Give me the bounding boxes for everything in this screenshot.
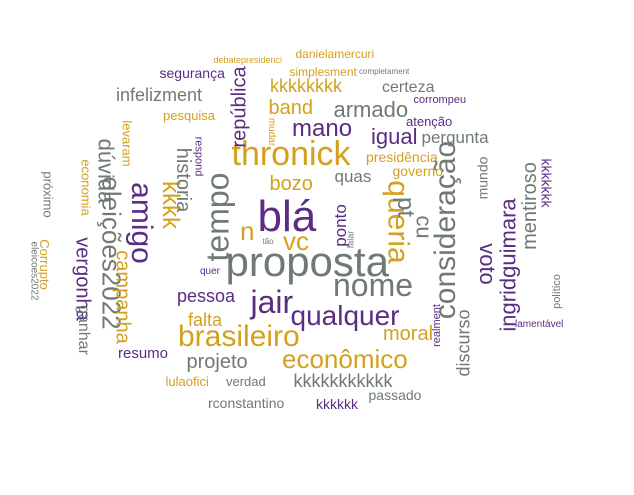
cloud-word: queria — [381, 180, 415, 264]
cloud-word: corrompeu — [413, 93, 467, 106]
cloud-word: jair — [250, 284, 294, 320]
cloud-word: falta — [188, 310, 223, 330]
cloud-word: completament — [359, 67, 410, 76]
cloud-word: econômico — [282, 344, 408, 374]
cloud-word: cu — [411, 215, 437, 239]
cloud-word: levaram — [119, 119, 135, 167]
cloud-word: certeza — [382, 79, 435, 96]
cloud-word: dúvida — [92, 138, 118, 204]
cloud-word: pergunta — [421, 127, 489, 147]
cloud-word: kkkkkkkk — [270, 76, 342, 96]
cloud-word: historia — [172, 147, 195, 213]
cloud-word: kkkkkk — [316, 396, 358, 412]
cloud-word: blá — [257, 192, 317, 241]
cloud-word: quer — [200, 266, 221, 277]
cloud-word: brasileiro — [178, 320, 300, 353]
cloud-word: realment — [430, 303, 443, 347]
cloud-word: verdad — [226, 373, 266, 389]
cloud-word: vc — [283, 226, 309, 256]
cloud-word: band — [268, 97, 314, 119]
cloud-word: kkkkkkk — [538, 158, 554, 208]
cloud-word: lamentável — [515, 319, 564, 330]
cloud-word: simplesment — [289, 65, 357, 79]
cloud-word: kkkkkkkkkkk — [293, 371, 393, 391]
cloud-word: armado — [333, 97, 409, 122]
cloud-word: bozo — [269, 173, 313, 195]
cloud-word: · — [338, 177, 340, 183]
cloud-word: governo — [392, 163, 444, 179]
cloud-word: mentiroso — [518, 162, 541, 250]
cloud-word: eleicoes2022 — [27, 241, 39, 301]
cloud-word: tempo — [198, 172, 235, 262]
cloud-word: n — [240, 216, 255, 246]
cloud-word: quas — [334, 166, 372, 186]
cloud-word: nome — [333, 267, 414, 303]
cloud-word: respond — [192, 136, 205, 176]
cloud-word: presidência — [366, 149, 438, 165]
cloud-word: mudar — [266, 117, 278, 147]
cloud-word: tão — [262, 237, 274, 246]
cloud-word: rconstantino — [208, 395, 285, 411]
cloud-word: resumo — [118, 344, 169, 362]
cloud-word: campanha — [111, 250, 134, 344]
cloud-word: discurso — [453, 309, 474, 377]
cloud-word: ganhar — [74, 305, 92, 355]
cloud-word: mundo — [473, 156, 490, 200]
cloud-word: thronick — [231, 135, 351, 173]
cloud-word: moral — [383, 323, 434, 345]
cloud-word: proposta — [225, 238, 389, 285]
cloud-word: atenção — [406, 113, 453, 129]
cloud-word: lulaofici — [165, 373, 209, 389]
cloud-word: república — [228, 66, 251, 148]
cloud-word: próximo — [40, 170, 56, 218]
cloud-word: ingridguimara — [495, 198, 521, 332]
cloud-word: igual — [371, 124, 418, 149]
cloud-word: pt — [392, 196, 420, 218]
cloud-word: falar — [345, 230, 356, 248]
cloud-word: infelizment — [116, 85, 203, 105]
cloud-word: pessoa — [177, 286, 236, 306]
cloud-word: passado — [368, 387, 422, 403]
cloud-word: segurança — [159, 65, 225, 81]
cloud-word: pesquisa — [163, 107, 216, 123]
cloud-word: político — [550, 273, 563, 309]
cloud-word: danielamercuri — [295, 47, 375, 61]
cloud-word: projeto — [186, 351, 248, 373]
cloud-word: · — [321, 250, 323, 256]
cloud-word: mano — [292, 115, 353, 142]
cloud-word: qualquer — [290, 300, 400, 331]
cloud-word: economia — [78, 158, 94, 216]
cloud-word: voto — [474, 243, 500, 285]
cloud-word: debatepresidenci — [213, 54, 283, 65]
